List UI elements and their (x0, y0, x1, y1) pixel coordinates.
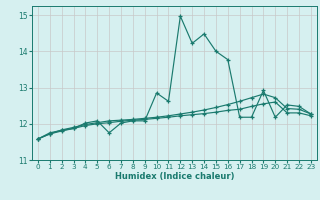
X-axis label: Humidex (Indice chaleur): Humidex (Indice chaleur) (115, 172, 234, 181)
